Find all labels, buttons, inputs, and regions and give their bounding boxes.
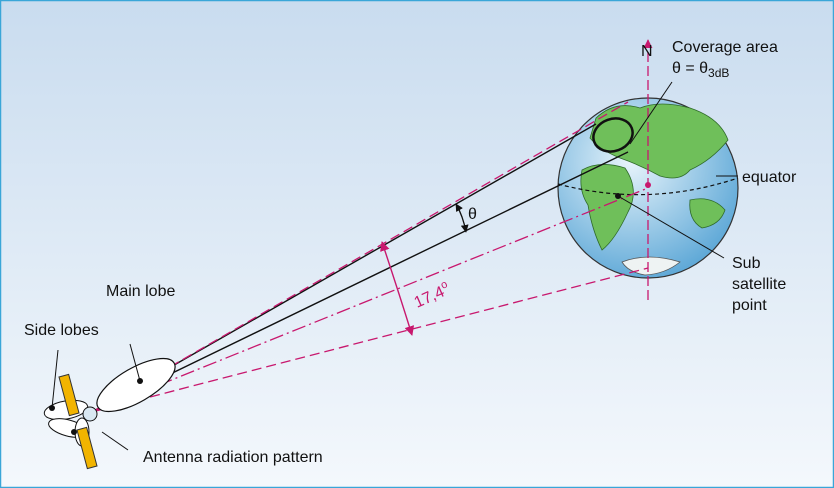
satellite xyxy=(43,343,176,470)
sub-satellite-label: satellite xyxy=(732,276,786,293)
formula: θ = θ xyxy=(672,60,708,77)
north-label: N xyxy=(641,43,653,60)
sub-satellite-label: point xyxy=(732,297,767,314)
sub-satellite-label: Sub xyxy=(732,255,761,272)
coverage-formula: θ = θ3dB xyxy=(672,60,729,80)
angle-sup: o xyxy=(439,278,449,291)
equator-label: equator xyxy=(742,169,797,186)
main-lobe-label: Main lobe xyxy=(106,283,175,300)
coverage-label: Coverage area xyxy=(672,39,778,56)
side-lobes-label: Side lobes xyxy=(24,322,99,339)
antenna-label: Antenna radiation pattern xyxy=(143,449,323,466)
geometry-lines xyxy=(91,39,738,413)
theta-label: θ xyxy=(468,206,477,223)
formula-sub: 3dB xyxy=(708,66,729,80)
